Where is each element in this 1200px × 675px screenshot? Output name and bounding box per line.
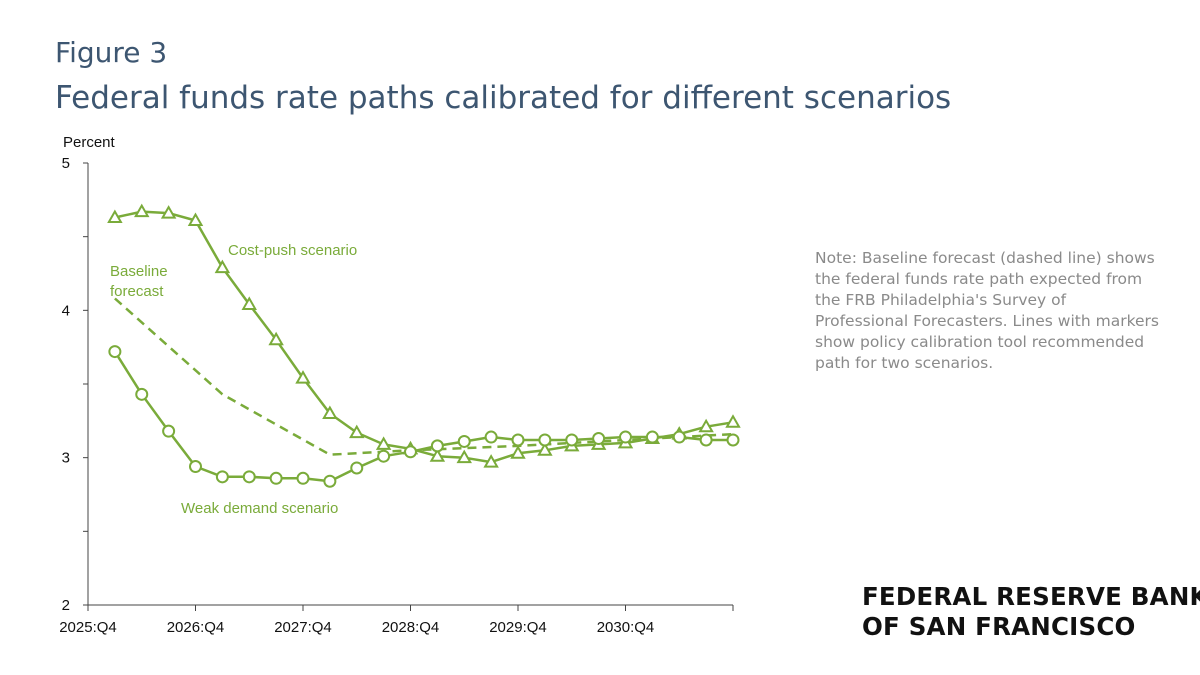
x-tick-label: 2028:Q4 (382, 619, 440, 636)
data-point-cost-push-scenario (187, 212, 204, 226)
x-tick-label: 2027:Q4 (274, 619, 332, 636)
data-point-weak-demand-scenario (699, 433, 713, 447)
y-tick-label: 2 (62, 597, 70, 614)
data-point-cost-push-scenario (322, 405, 338, 419)
x-tick-label: 2025:Q4 (59, 619, 117, 636)
data-point-weak-demand-scenario (269, 471, 283, 485)
data-point-cost-push-scenario (537, 442, 553, 456)
data-point-cost-push-scenario (241, 296, 257, 310)
data-point-weak-demand-scenario (511, 433, 525, 447)
data-point-weak-demand-scenario (242, 470, 256, 484)
brand-line-1: FEDERAL RESERVE BANK (862, 582, 1200, 611)
data-point-weak-demand-scenario (538, 433, 552, 447)
data-point-weak-demand-scenario (645, 430, 659, 444)
data-point-weak-demand-scenario (296, 471, 310, 485)
y-tick-label: 5 (62, 155, 70, 172)
data-point-cost-push-scenario (214, 259, 231, 274)
data-point-weak-demand-scenario (619, 430, 632, 444)
data-point-cost-push-scenario (375, 436, 392, 450)
line-chart: Percent 5 4 3 2 2025:Q4 2026:Q4 2027:Q4 2028:Q4… (59, 134, 741, 636)
data-point-cost-push-scenario (483, 454, 499, 468)
data-point-weak-demand-scenario (726, 433, 740, 447)
data-point-cost-push-scenario (510, 445, 526, 459)
chart-axes: 5 4 3 2 2025:Q4 2026:Q4 2027:Q4 2028:Q4 2029:Q4 2… (59, 155, 734, 636)
data-point-cost-push-scenario (160, 205, 177, 219)
annotation-weak-demand: Weak demand scenario (181, 500, 338, 517)
data-point-weak-demand-scenario (189, 460, 202, 474)
chart-note: Note: Baseline forecast (dashed line) sh… (815, 249, 1159, 372)
series-layer (107, 203, 741, 488)
chart-annotations: Cost-push scenario Baseline forecast Wea… (110, 242, 357, 517)
annotation-baseline-line2: forecast (110, 283, 164, 300)
data-point-weak-demand-scenario (592, 432, 606, 446)
annotation-baseline-line1: Baseline (110, 263, 168, 280)
data-point-cost-push-scenario (698, 418, 714, 433)
data-point-cost-push-scenario (349, 424, 365, 439)
x-tick-label: 2029:Q4 (489, 619, 547, 636)
data-point-cost-push-scenario (268, 331, 284, 346)
data-point-cost-push-scenario (134, 203, 150, 218)
annotation-cost-push: Cost-push scenario (228, 242, 357, 259)
x-tick-label: 2026:Q4 (167, 619, 225, 636)
data-point-weak-demand-scenario (135, 387, 149, 401)
data-point-cost-push-scenario (456, 449, 472, 464)
x-tick-label: 2030:Q4 (597, 619, 655, 636)
series-line-cost-push-scenario (114, 210, 734, 464)
data-point-weak-demand-scenario (377, 449, 391, 463)
data-point-weak-demand-scenario (162, 424, 176, 438)
y-axis-label: Percent (63, 134, 116, 151)
brand-line-2: OF SAN FRANCISCO (862, 612, 1136, 641)
data-point-weak-demand-scenario (323, 474, 337, 488)
data-point-weak-demand-scenario (565, 433, 579, 447)
data-point-weak-demand-scenario (404, 445, 417, 459)
series-line-weak-demand-scenario (113, 350, 733, 483)
data-point-cost-push-scenario (725, 414, 741, 428)
data-point-weak-demand-scenario (430, 439, 444, 453)
data-point-weak-demand-scenario (215, 470, 229, 484)
data-point-weak-demand-scenario (350, 461, 364, 475)
data-point-weak-demand-scenario (484, 430, 498, 444)
figure-label: Figure 3 (55, 36, 168, 69)
brand-logo: FEDERAL RESERVE BANK OF SAN FRANCISCO (862, 582, 1200, 642)
y-tick-label: 3 (62, 450, 70, 467)
series-line-baseline-forecast (114, 297, 734, 456)
data-point-weak-demand-scenario (457, 434, 471, 448)
data-point-cost-push-scenario (107, 209, 123, 224)
y-tick-label: 4 (62, 302, 70, 319)
chart-title: Federal funds rate paths calibrated for … (55, 80, 952, 116)
data-point-cost-push-scenario (295, 370, 311, 384)
data-point-cost-push-scenario (429, 448, 446, 462)
data-point-weak-demand-scenario (672, 430, 686, 444)
data-point-weak-demand-scenario (108, 345, 122, 359)
